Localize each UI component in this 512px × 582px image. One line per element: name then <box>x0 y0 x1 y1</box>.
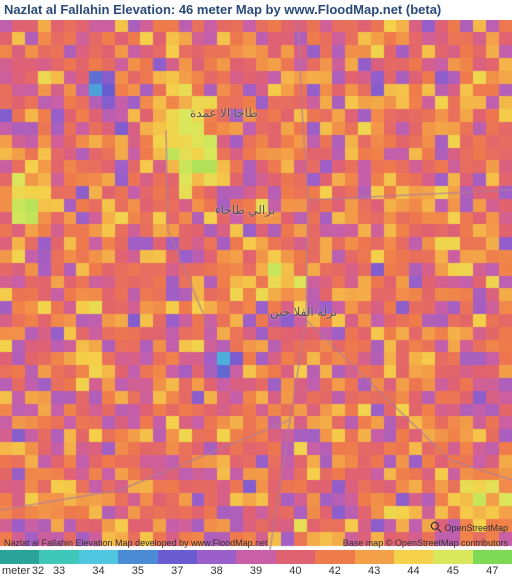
legend-tick: 47 <box>486 565 498 577</box>
place-label: نزالي طاحاء <box>215 203 275 217</box>
attribution-right: Base map © OpenStreetMap contributors <box>343 538 508 548</box>
legend-swatch <box>158 550 197 564</box>
legend-tick: 45 <box>447 565 459 577</box>
legend-swatch <box>118 550 157 564</box>
legend-swatch <box>355 550 394 564</box>
legend-tick: 40 <box>289 565 301 577</box>
legend-swatch <box>394 550 433 564</box>
legend-swatch <box>236 550 275 564</box>
legend-tick: 44 <box>407 565 419 577</box>
legend-tick: 39 <box>250 565 262 577</box>
osm-attribution-logo: OpenStreetMap <box>429 520 508 536</box>
legend-tick: 37 <box>171 565 183 577</box>
legend-swatch <box>433 550 472 564</box>
legend-swatch <box>0 550 39 564</box>
legend-swatch <box>197 550 236 564</box>
legend-tick: 43 <box>368 565 380 577</box>
legend-labels: meter 32 33 34 35 37 38 39 40 42 43 44 45 47 <box>0 564 512 582</box>
legend-tick: 42 <box>329 565 341 577</box>
page-title: Nazlat al Fallahin Elevation: 46 meter M… <box>0 0 512 20</box>
attribution-left: Nazlat al Fallahin Elevation Map develop… <box>4 538 268 548</box>
place-label: نزلة الفلا حين <box>270 305 337 319</box>
legend-tick: 35 <box>132 565 144 577</box>
elevation-map: طاحا الا عمدة نزالي طاحاء نزلة الفلا حين O… <box>0 20 512 550</box>
legend-tick: 33 <box>53 565 65 577</box>
legend-swatch <box>315 550 354 564</box>
magnifier-icon <box>429 520 444 536</box>
legend-swatches <box>0 550 512 564</box>
heatmap-canvas <box>0 20 512 550</box>
legend-unit-label: meter <box>2 565 30 577</box>
legend-swatch <box>39 550 78 564</box>
osm-label: OpenStreetMap <box>444 523 508 533</box>
legend-tick: 34 <box>92 565 104 577</box>
place-label: طاحا الا عمدة <box>190 106 258 120</box>
legend-swatch <box>79 550 118 564</box>
legend-swatch <box>276 550 315 564</box>
legend-tick: 32 <box>32 565 44 577</box>
legend-swatch <box>473 550 512 564</box>
color-legend: meter 32 33 34 35 37 38 39 40 42 43 44 45 47 <box>0 550 512 582</box>
legend-tick: 38 <box>210 565 222 577</box>
